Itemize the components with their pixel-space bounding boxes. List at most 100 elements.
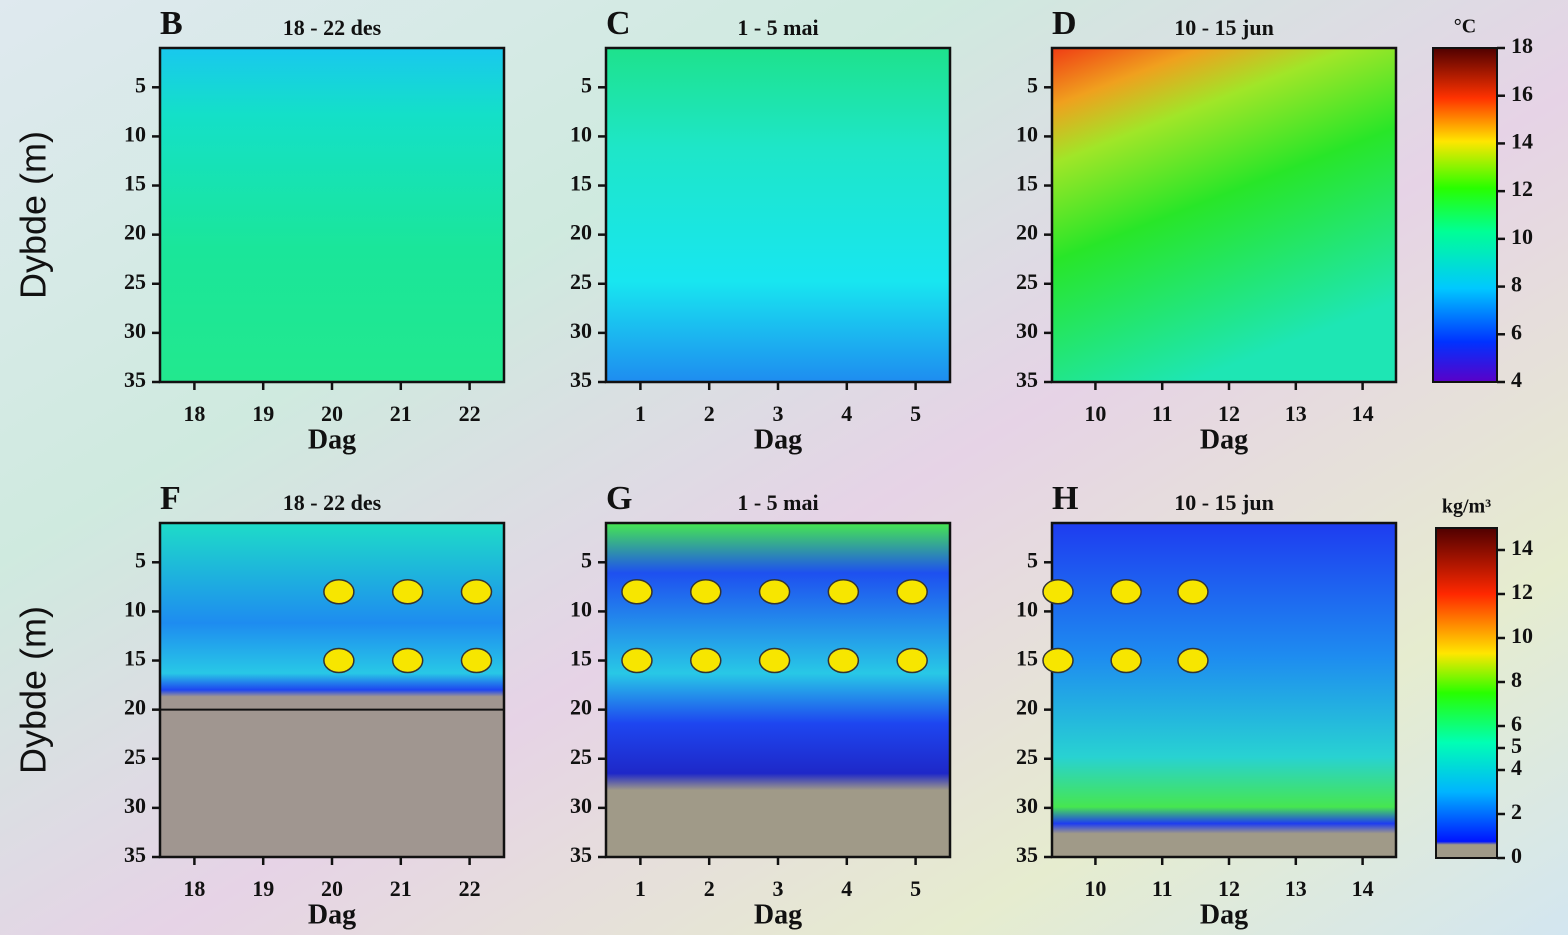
colorbar-tick-label: 10 [1511,623,1533,648]
colorbar-tick-label: 12 [1511,579,1533,604]
x-tick-label: 12 [1218,401,1240,426]
colorbar-tick-label: 18 [1511,33,1533,58]
plot-frame [1050,46,1398,384]
x-tick-label: 21 [390,401,412,426]
panel-letter: H [1052,480,1078,517]
x-tick-label: 22 [459,401,481,426]
y-tick-label: 15 [570,171,592,196]
y-tick-label: 15 [1016,646,1038,671]
x-tick-label: 21 [390,876,412,901]
heatmap-field [160,48,504,382]
y-tick-label: 30 [570,793,592,818]
y-tick-label: 5 [1027,547,1038,572]
colorbar-tick-label: 2 [1511,799,1522,824]
x-tick-label: 2 [704,876,715,901]
sample-point [621,579,653,605]
x-axis-label: Dag [754,899,802,930]
x-tick-label: 2 [704,401,715,426]
panel-letter: C [606,5,631,42]
y-axis-label: Dybde (m) [13,131,54,299]
y-tick-label: 10 [124,596,146,621]
panel-title: 18 - 22 des [283,490,382,515]
y-tick-label: 20 [1016,695,1038,720]
panel-title: 10 - 15 jun [1174,15,1274,40]
x-tick-label: 1 [635,401,646,426]
y-tick-label: 35 [124,842,146,867]
heatmap-field [1052,523,1396,857]
y-tick-label: 35 [1016,367,1038,392]
y-tick-label: 25 [1016,269,1038,294]
x-tick-label: 3 [773,401,784,426]
x-axis-label: Dag [1200,899,1248,930]
x-tick-label: 1 [635,876,646,901]
y-tick-label: 25 [124,744,146,769]
sample-point [758,647,791,674]
x-axis-label: Dag [754,424,802,455]
colorbar-tick-label: 8 [1511,667,1522,692]
y-tick-label: 10 [1016,121,1038,146]
panel-letter: D [1052,5,1077,42]
y-tick-label: 20 [570,220,592,245]
colorbar-tick-label: 8 [1511,272,1522,297]
sample-point [1042,579,1074,605]
x-tick-label: 5 [910,876,921,901]
x-tick-label: 5 [910,401,921,426]
x-tick-label: 19 [252,876,274,901]
y-tick-label: 25 [124,269,146,294]
sample-point [323,579,355,605]
y-tick-label: 5 [135,72,146,97]
y-tick-label: 20 [124,695,146,720]
plot-frame [1050,521,1398,859]
y-tick-label: 25 [570,269,592,294]
heatmap-field [606,48,950,382]
x-tick-label: 13 [1285,401,1307,426]
y-tick-label: 15 [124,171,146,196]
sample-point [621,647,653,674]
y-tick-label: 15 [1016,171,1038,196]
panel-title: 18 - 22 des [283,15,382,40]
sample-point [391,647,424,674]
sample-point [827,647,860,674]
colorbar-tick-label: 16 [1511,81,1533,106]
sample-point [1110,579,1142,605]
x-tick-label: 14 [1352,876,1374,901]
sample-point [1110,647,1142,674]
colorbar [1435,527,1498,859]
y-tick-label: 15 [124,646,146,671]
sample-point [323,647,355,674]
y-tick-label: 10 [1016,596,1038,621]
heatmap-field [606,523,950,857]
y-tick-label: 15 [570,646,592,671]
panel-title: 1 - 5 mai [737,15,818,40]
sample-point [690,579,722,605]
y-tick-label: 10 [570,596,592,621]
sample-point [827,579,860,605]
sample-point [896,647,928,674]
sample-point [758,579,791,605]
x-tick-label: 4 [841,401,852,426]
x-tick-label: 14 [1352,401,1374,426]
panel-title: 10 - 15 jun [1174,490,1274,515]
x-tick-label: 10 [1084,401,1106,426]
colorbar-tick-label: 14 [1511,128,1533,153]
panel-title: 1 - 5 mai [737,490,818,515]
y-tick-label: 20 [1016,220,1038,245]
sample-point [460,579,493,605]
y-tick-label: 30 [1016,793,1038,818]
panel-letter: G [606,480,632,517]
y-tick-label: 5 [581,72,592,97]
panel-letter: B [160,5,183,42]
colorbar-unit: kg/m³ [1442,496,1491,518]
sample-point [460,647,493,674]
sample-point [391,579,424,605]
x-tick-label: 13 [1285,876,1307,901]
x-tick-label: 4 [841,876,852,901]
sample-point [1177,579,1209,605]
y-tick-label: 5 [1027,72,1038,97]
sample-point [1042,647,1074,674]
colorbar [1432,47,1498,383]
x-axis-label: Dag [308,424,356,455]
y-tick-label: 35 [124,367,146,392]
colorbar-tick-label: 6 [1511,711,1522,736]
